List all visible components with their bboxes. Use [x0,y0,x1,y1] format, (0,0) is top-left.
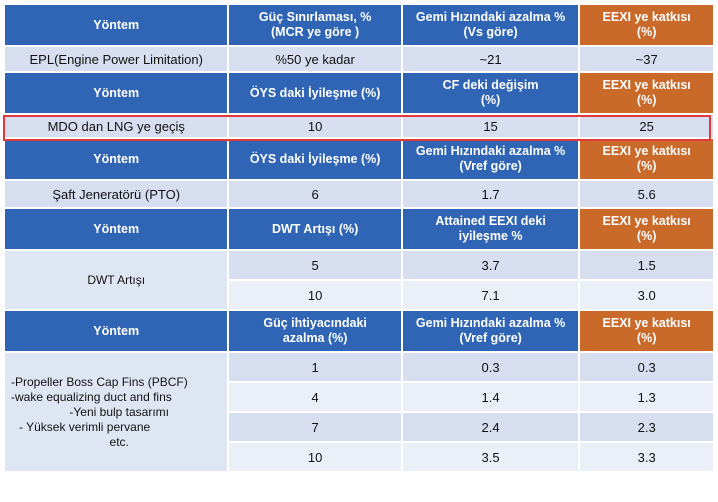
t1-power: %50 ye kadar [229,47,401,71]
t5-r2-power: 4 [229,383,401,411]
table1-header-row: Yöntem Güç Sınırlaması, % (MCR ye göre )… [5,5,713,45]
t5-r3-contrib: 2.3 [580,413,713,441]
table5-row-3: 7 2.4 2.3 [5,413,713,441]
t3-h-speed: Gemi Hızındaki azalma % (Vref göre) [402,139,579,179]
t1-contrib: ~37 [580,47,713,71]
t3-h-ois: ÖYS daki İyileşme (%) [229,139,401,179]
t4-h-dwt: DWT Artışı (%) [229,209,401,249]
t4-r1-contrib: 1.5 [580,251,713,279]
table2-header-row: Yöntem ÖYS daki İyileşme (%) CF deki değ… [5,73,713,113]
t1-method: EPL(Engine Power Limitation) [5,47,228,71]
t1-h-contrib: EEXI ye katkısı (%) [580,5,713,45]
t4-r1-attained: 3.7 [402,251,579,279]
t3-method: Şaft Jeneratörü (PTO) [5,181,228,207]
t5-r1-power: 1 [229,353,401,381]
t4-r1-dwt: 5 [229,251,401,279]
t5-method: -Propeller Boss Cap Fins (PBCF) -wake eq… [5,353,228,471]
t4-h-contrib: EEXI ye katkısı (%) [580,209,713,249]
t5-h-method: Yöntem [5,311,228,351]
t4-r2-attained: 7.1 [402,281,579,309]
t4-h-method: Yöntem [5,209,228,249]
table2-row: MDO dan LNG ye geçiş 10 15 25 [5,115,713,137]
highlight-box [3,115,711,141]
t2-ois: 10 [229,115,401,137]
t2-h-method: Yöntem [5,73,228,113]
t5-r4-speed: 3.5 [402,443,579,471]
t3-ois: 6 [229,181,401,207]
t3-h-contrib: EEXI ye katkısı (%) [580,139,713,179]
t5-r2-contrib: 1.3 [580,383,713,411]
t5-method-line-3: -Yeni bulp tasarımı [69,404,170,419]
t4-h-attained: Attained EEXI deki iyileşme % [402,209,579,249]
t4-method: DWT Artışı [5,251,228,309]
t5-r4-contrib: 3.3 [580,443,713,471]
t5-h-contrib: EEXI ye katkısı (%) [580,311,713,351]
table1-row: EPL(Engine Power Limitation) %50 ye kada… [5,47,713,71]
t2-h-ois: ÖYS daki İyileşme (%) [229,73,401,113]
t5-h-speed: Gemi Hızındaki azalma % (Vref göre) [402,311,579,351]
t5-r1-speed: 0.3 [402,353,579,381]
t5-r3-speed: 2.4 [402,413,579,441]
t1-h-power: Güç Sınırlaması, % (MCR ye göre ) [229,5,401,45]
t5-method-line-1: -Propeller Boss Cap Fins (PBCF) [11,374,188,389]
t5-r1-contrib: 0.3 [580,353,713,381]
table5-row-4: 10 3.5 3.3 [5,443,713,471]
table4-row-2: 10 7.1 3.0 [5,281,713,309]
t5-method-line-5: etc. [109,434,129,449]
t4-r2-dwt: 10 [229,281,401,309]
t1-h-speed: Gemi Hızındaki azalma % (Vs göre) [402,5,579,45]
t5-method-line-4: - Yüksek verimli pervane [19,419,151,434]
t5-method-line-2: -wake equalizing duct and fins [11,389,172,404]
t2-cf: 15 [402,115,579,137]
t5-r3-power: 7 [229,413,401,441]
table3-header-row: Yöntem ÖYS daki İyileşme (%) Gemi Hızınd… [5,139,713,179]
t3-h-method: Yöntem [5,139,228,179]
t2-method: MDO dan LNG ye geçiş [5,115,228,137]
t1-h-method: Yöntem [5,5,228,45]
t3-speed: 1.7 [402,181,579,207]
t5-r4-power: 10 [229,443,401,471]
table4-row-1: DWT Artışı 5 3.7 1.5 [5,251,713,309]
t5-r2-speed: 1.4 [402,383,579,411]
t5-h-power: Güç ihtiyacındaki azalma (%) [229,311,401,351]
t4-r2-contrib: 3.0 [580,281,713,309]
t2-h-cf: CF deki değişim (%) [402,73,579,113]
t3-contrib: 5.6 [580,181,713,207]
table5-row-1: -Propeller Boss Cap Fins (PBCF) -wake eq… [5,353,713,471]
eexi-methods-table: Yöntem Güç Sınırlaması, % (MCR ye göre )… [3,3,715,473]
table3-row: Şaft Jeneratörü (PTO) 6 1.7 5.6 [5,181,713,207]
t1-speed: ~21 [402,47,579,71]
t2-h-contrib: EEXI ye katkısı (%) [580,73,713,113]
table5-header-row: Yöntem Güç ihtiyacındaki azalma (%) Gemi… [5,311,713,351]
table4-header-row: Yöntem DWT Artışı (%) Attained EEXI deki… [5,209,713,249]
table5-row-2: 4 1.4 1.3 [5,383,713,411]
t2-contrib: 25 [580,115,713,137]
